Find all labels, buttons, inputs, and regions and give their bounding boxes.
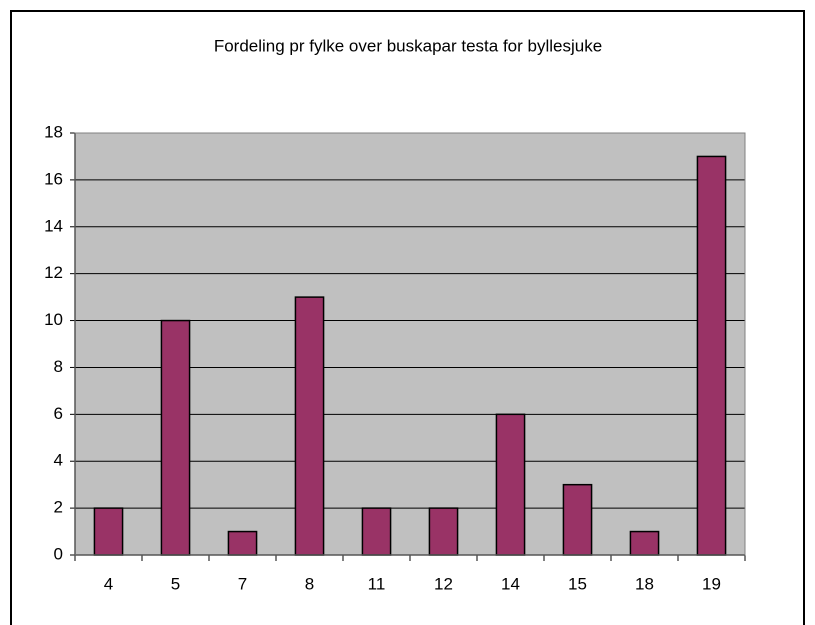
y-tick-label: 4 bbox=[54, 451, 63, 470]
chart-title: Fordeling pr fylke over buskapar testa f… bbox=[214, 36, 602, 55]
y-tick-label: 12 bbox=[44, 263, 63, 282]
y-tick-label: 8 bbox=[54, 357, 63, 376]
bar bbox=[93, 507, 124, 556]
bar bbox=[160, 319, 191, 556]
plot-border bbox=[74, 132, 746, 556]
x-tick-label: 19 bbox=[702, 574, 721, 593]
x-tick-label: 7 bbox=[238, 574, 247, 593]
bar bbox=[562, 483, 593, 556]
y-tick-label: 18 bbox=[44, 122, 63, 141]
x-tick-label: 4 bbox=[104, 574, 113, 593]
x-tick-label: 15 bbox=[568, 574, 587, 593]
x-tick-label: 18 bbox=[635, 574, 654, 593]
y-tick-label: 2 bbox=[54, 498, 63, 517]
bar bbox=[361, 507, 392, 556]
bar bbox=[629, 530, 660, 556]
y-tick-label: 6 bbox=[54, 404, 63, 423]
bar bbox=[294, 296, 325, 556]
x-tick-label: 12 bbox=[434, 574, 453, 593]
bar bbox=[428, 507, 459, 556]
y-tick-label: 10 bbox=[44, 310, 63, 329]
bar bbox=[495, 413, 526, 556]
y-tick-label: 0 bbox=[54, 544, 63, 563]
bar bbox=[696, 155, 727, 556]
x-tick-label: 5 bbox=[171, 574, 180, 593]
x-tick-label: 8 bbox=[305, 574, 314, 593]
y-tick-label: 16 bbox=[44, 169, 63, 188]
y-tick-label: 14 bbox=[44, 216, 63, 235]
chart-frame bbox=[10, 10, 805, 625]
x-tick-label: 14 bbox=[501, 574, 520, 593]
x-tick-label: 11 bbox=[368, 574, 386, 593]
bar bbox=[227, 530, 258, 556]
